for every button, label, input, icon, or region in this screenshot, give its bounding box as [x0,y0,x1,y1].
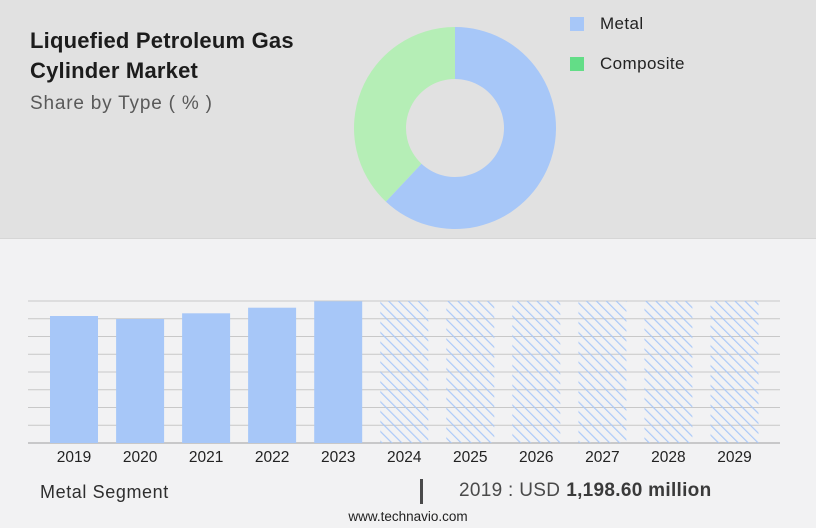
bar-2027-forecast [578,301,627,443]
separator-bar [420,479,423,504]
bar-2028-forecast [644,301,693,443]
title-block: Liquefied Petroleum Gas Cylinder Market … [30,26,350,115]
legend-item-metal: Metal [570,14,685,33]
top-section: Liquefied Petroleum Gas Cylinder Market … [0,0,816,239]
value-line: 2019 : USD 1,198.60 million [459,480,712,502]
metal-swatch-icon [570,17,584,31]
website-url: www.technavio.com [348,509,468,524]
year-label-2020: 2020 [123,449,158,466]
bar-2029-forecast [710,301,759,443]
bar-2023 [314,301,363,443]
donut-legend: Metal Composite [570,14,685,95]
year-label-2021: 2021 [189,449,223,466]
value-prefix: 2019 : USD [459,480,561,501]
value-amount: 1,198.60 million [566,480,712,501]
year-label-2028: 2028 [651,449,685,466]
legend-item-composite: Composite [570,54,685,73]
year-label-2026: 2026 [519,449,553,466]
year-label-2022: 2022 [255,449,289,466]
chart-subtitle: Share by Type ( % ) [30,93,213,114]
year-label-2023: 2023 [321,449,355,466]
legend-label-composite: Composite [600,54,685,73]
composite-swatch-icon [570,57,584,71]
bottom-section: 2019 2020 2021 2022 2023 2024 2025 2026 2027 2028… [0,239,816,528]
year-label-2029: 2029 [717,449,751,466]
donut-slice-composite [354,27,455,202]
bar-2020 [116,319,165,443]
page-title-line1: Liquefied Petroleum Gas [30,28,294,53]
legend-label-metal: Metal [600,14,644,33]
year-label-2024: 2024 [387,449,422,466]
donut-chart [354,27,556,229]
bar-2024-forecast [380,301,429,443]
page-title-line2: Cylinder Market [30,58,199,83]
year-label-2019: 2019 [57,449,91,466]
bar-chart: 2019 2020 2021 2022 2023 2024 2025 2026 2027 2028… [28,300,780,466]
bar-2019 [50,316,98,443]
donut-slice-metal [385,27,556,229]
bar-2021 [182,313,231,443]
year-label-2027: 2027 [585,449,619,466]
year-label-2025: 2025 [453,449,487,466]
bar-2022 [248,307,297,443]
bar-2025-forecast [446,301,495,443]
segment-label: Metal Segment [40,482,169,502]
bar-2026-forecast [512,301,561,443]
